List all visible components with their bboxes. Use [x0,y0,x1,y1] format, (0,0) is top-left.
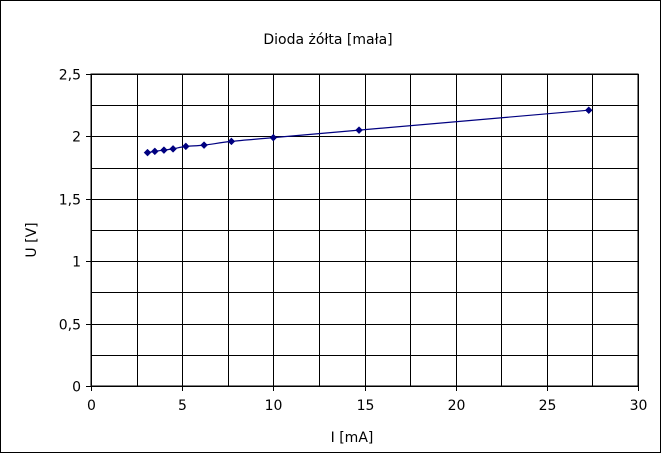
data-point-marker [143,148,152,157]
y-tick-label: 2 [72,130,81,146]
x-tick-label: 30 [630,398,648,414]
y-tick-label: 1,5 [59,193,81,209]
data-point-marker [355,126,363,135]
x-tick-label: 0 [87,398,96,414]
data-point-marker [150,147,159,156]
data-point-marker [227,137,236,146]
x-tick-label: 25 [539,398,557,414]
x-tick-label: 20 [448,398,466,414]
y-axis-label: U [V] [24,222,40,257]
data-point-marker [269,133,278,142]
x-tick-label: 15 [357,398,375,414]
y-tick-label: 1 [72,255,81,271]
y-tick-label: 0 [72,380,81,396]
data-point-marker [160,146,168,154]
x-tick-label: 10 [265,398,283,414]
data-point-marker [584,106,593,115]
ticks: 0 5 10 15 20 25 30 0 0,5 1 1,5 2 2,5 [59,68,648,415]
grid [91,74,639,387]
x-tick-label: 5 [178,398,187,414]
y-tick-label: 0,5 [59,318,81,334]
chart-title: Dioda żółta [mała] [263,32,392,48]
plot-area-border [90,73,639,387]
x-axis-label: I [mA] [331,430,374,446]
series-line [147,109,589,154]
data-point-marker [169,145,177,153]
y-tick-label: 2,5 [59,68,81,84]
data-point-marker [181,142,190,151]
data-point-marker [200,141,208,149]
series [143,106,593,157]
